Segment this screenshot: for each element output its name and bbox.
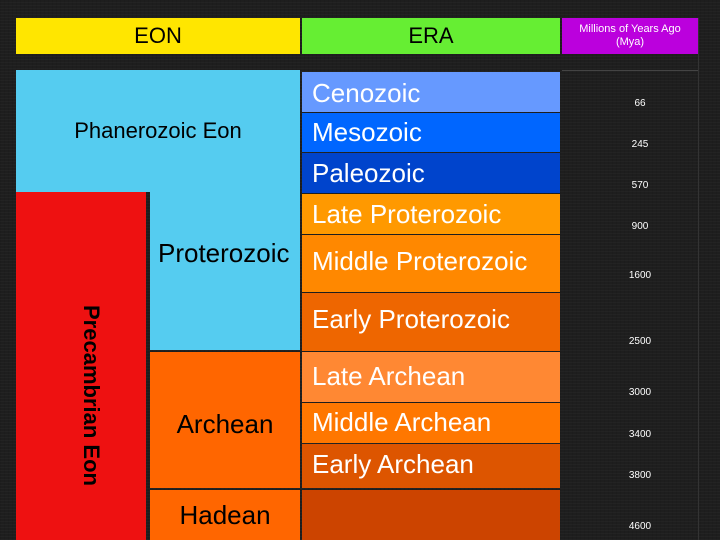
archean-eon-label: Archean	[176, 408, 274, 439]
era-early-proterozoic: Early Proterozoic	[302, 293, 560, 351]
era-mesozoic-label: Mesozoic	[312, 117, 422, 147]
mya-value-late-proterozoic: 900	[631, 221, 649, 232]
era-paleozoic-label: Paleozoic	[312, 158, 425, 188]
era-late-proterozoic: Late Proterozoic	[302, 194, 560, 234]
archean-eon-cell: Archean	[150, 352, 300, 488]
mya-value-late-archean: 3000	[628, 387, 652, 398]
hadean-eon-cell: Hadean	[150, 490, 300, 540]
proterozoic-eon-cell: Proterozoic	[150, 192, 300, 350]
era-late-proterozoic-label: Late Proterozoic	[312, 199, 502, 229]
mya-header: Millions of Years Ago (Mya)	[562, 18, 698, 54]
mya-divider	[562, 70, 698, 71]
era-middle-proterozoic: Middle Proterozoic	[302, 235, 560, 292]
proterozoic-eon-label: Proterozoic	[158, 238, 290, 268]
era-middle-archean: Middle Archean	[302, 403, 560, 443]
mya-value-middle-archean: 3400	[628, 429, 652, 440]
era-cenozoic-label: Cenozoic	[312, 78, 421, 108]
era-paleozoic: Paleozoic	[302, 153, 560, 193]
era-hadean	[302, 490, 560, 540]
mya-value-early-archean: 3800	[628, 470, 652, 481]
mya-header-label: Millions of Years Ago (Mya)	[579, 23, 681, 48]
era-late-archean: Late Archean	[302, 352, 560, 402]
phanerozoic-eon-label: Phanerozoic Eon	[74, 118, 242, 143]
hadean-eon-label: Hadean	[179, 499, 271, 530]
era-header-label: ERA	[408, 23, 454, 48]
mya-value-mesozoic: 245	[631, 139, 649, 150]
mya-value-paleozoic: 570	[631, 180, 649, 191]
mya-value-cenozoic: 66	[634, 98, 646, 109]
mya-value-early-proterozoic: 2500	[628, 336, 652, 347]
mya-column-border	[698, 18, 699, 540]
era-early-proterozoic-label: Early Proterozoic	[312, 304, 510, 334]
precambrian-eon-cell: Precambrian Eon	[16, 192, 146, 540]
eon-header: EON	[16, 18, 300, 54]
eon-header-label: EON	[134, 23, 182, 48]
era-early-archean: Early Archean	[302, 444, 560, 488]
era-mesozoic: Mesozoic	[302, 113, 560, 152]
era-header: ERA	[302, 18, 560, 54]
phanerozoic-eon-cell: Phanerozoic Eon	[16, 70, 300, 192]
era-late-archean-label: Late Archean	[312, 361, 466, 391]
era-early-archean-label: Early Archean	[312, 449, 474, 479]
mya-value-hadean: 4600	[628, 521, 652, 532]
era-middle-archean-label: Middle Archean	[312, 407, 492, 437]
precambrian-eon-label: Precambrian Eon	[79, 304, 104, 486]
mya-value-middle-proterozoic: 1600	[628, 270, 652, 281]
era-middle-proterozoic-label: Middle Proterozoic	[312, 246, 528, 276]
era-cenozoic: Cenozoic	[302, 72, 560, 112]
